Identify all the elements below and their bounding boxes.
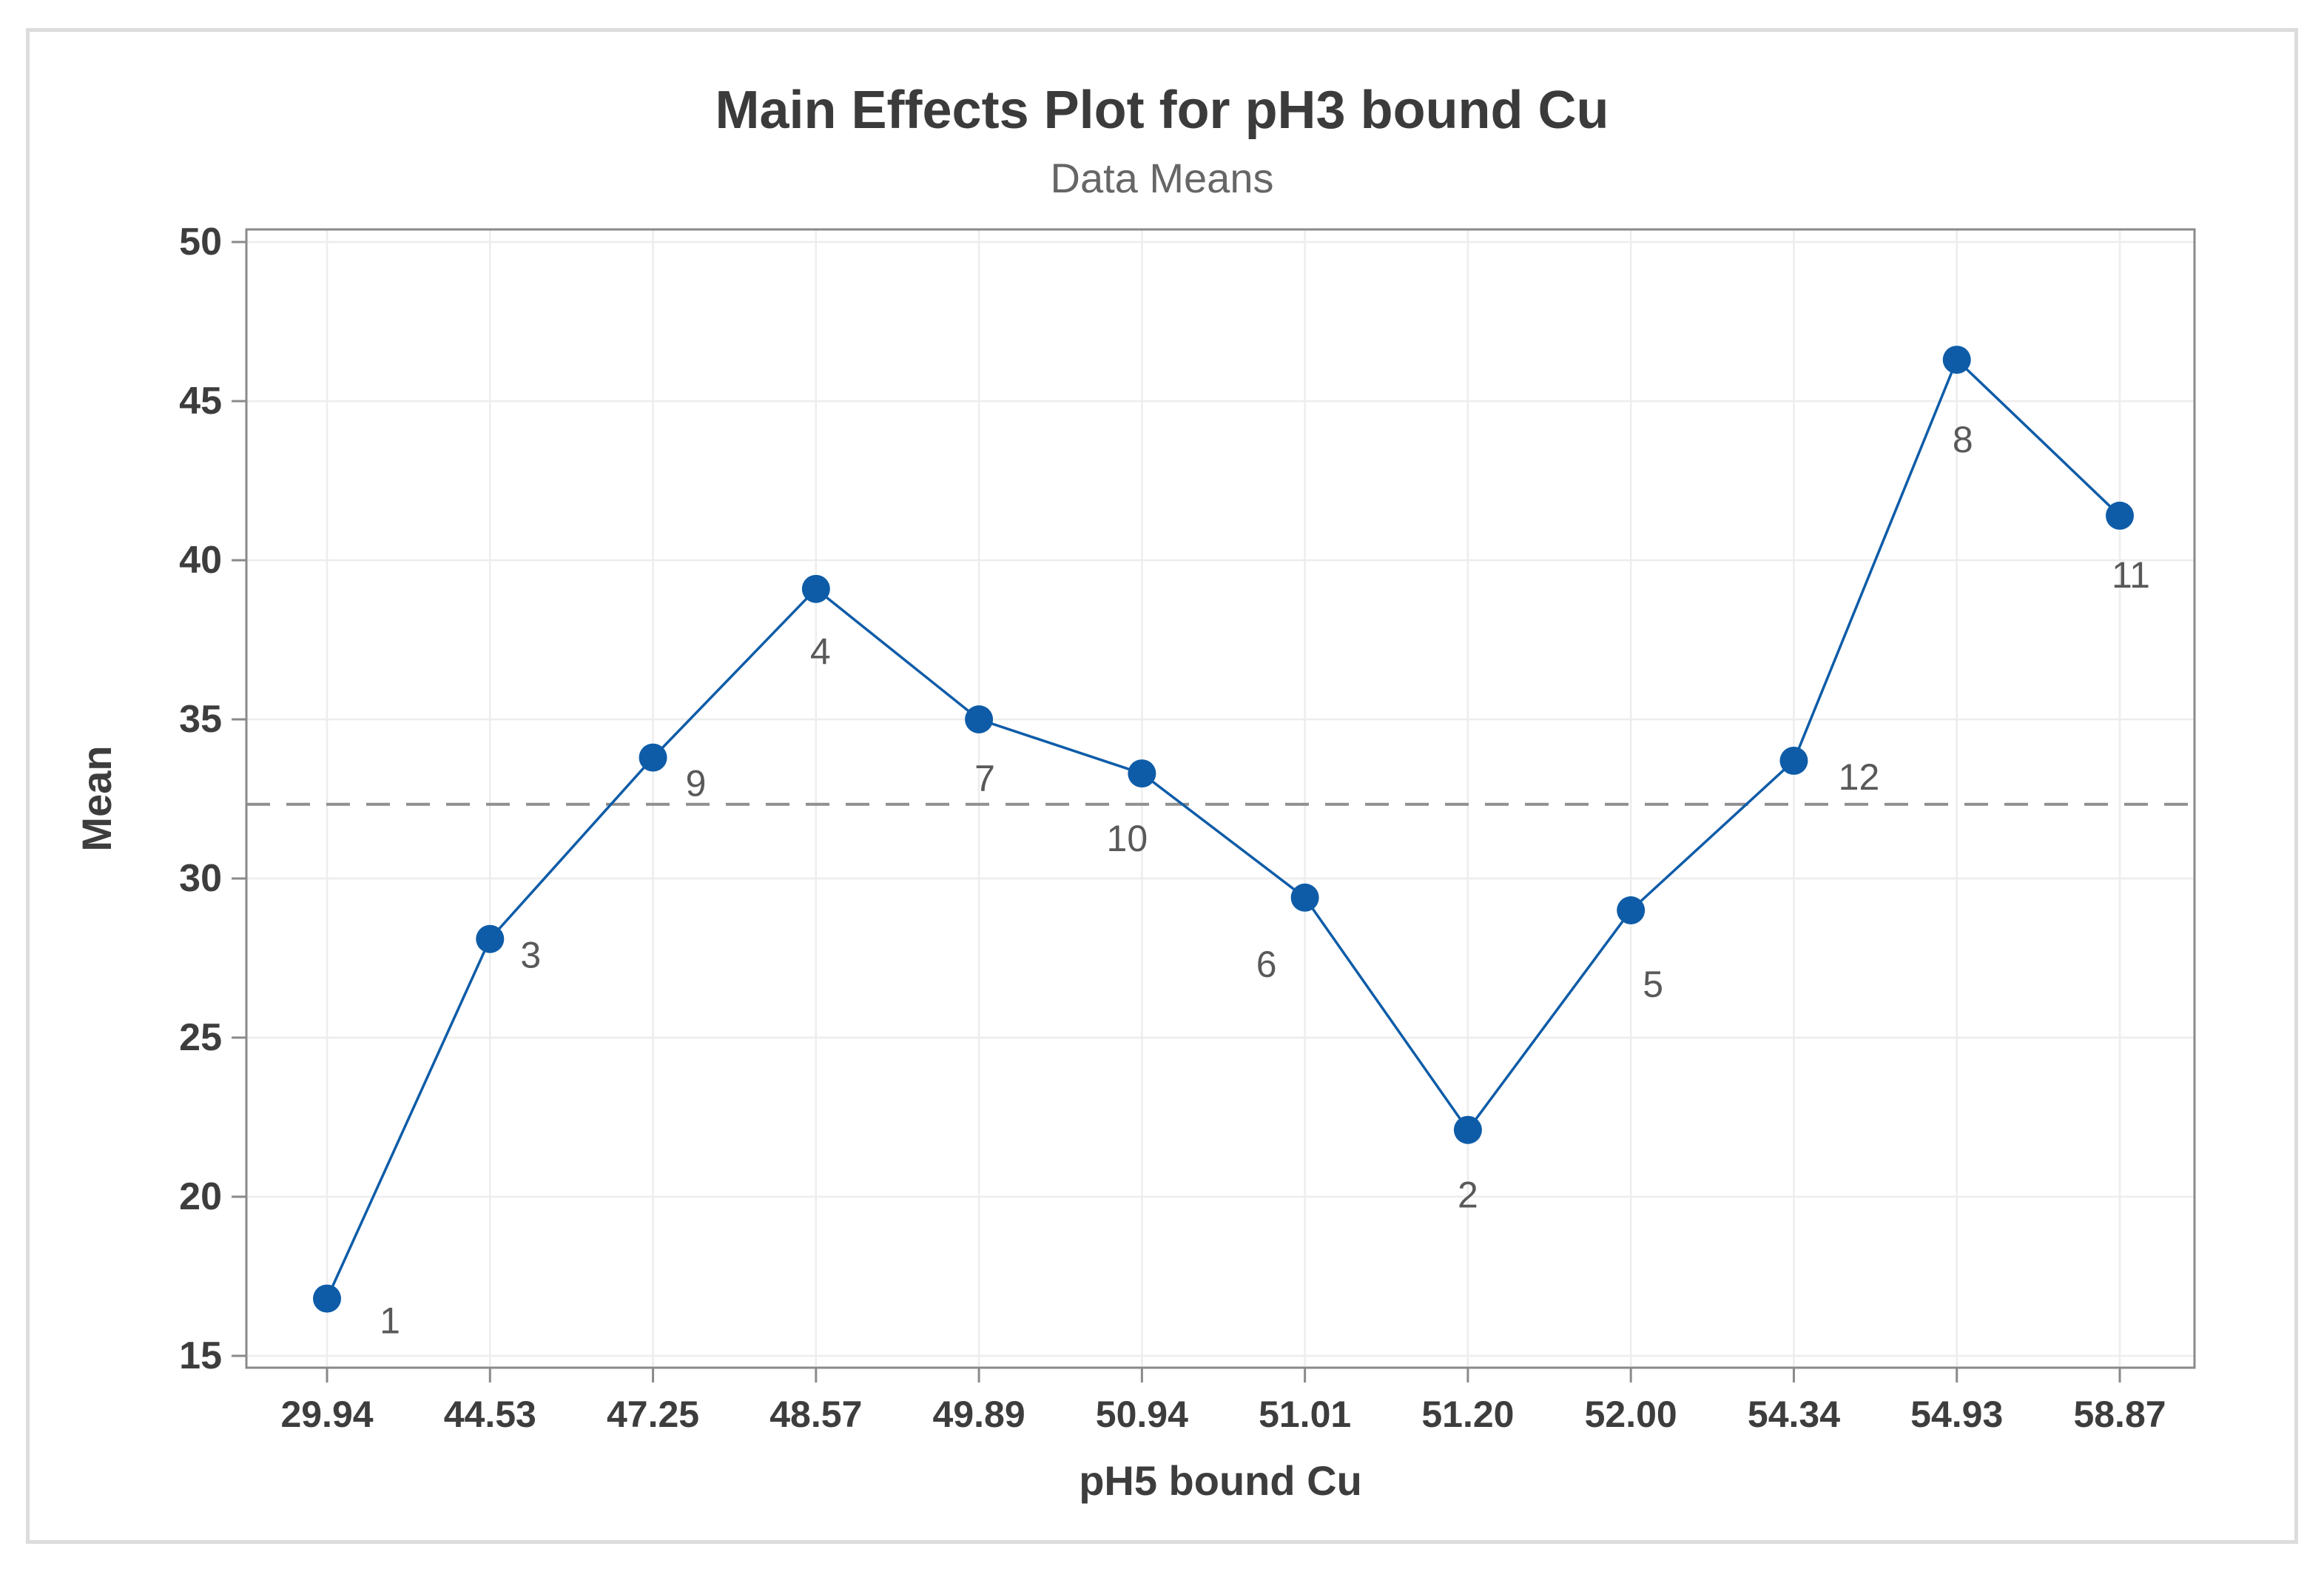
x-tick-label: 47.25 bbox=[607, 1394, 699, 1435]
x-tick-label: 54.93 bbox=[1910, 1394, 2003, 1435]
data-point-marker[interactable] bbox=[1290, 883, 1319, 912]
data-point-marker[interactable] bbox=[313, 1284, 341, 1313]
data-point-marker[interactable] bbox=[1942, 346, 1971, 374]
x-tick-label: 58.87 bbox=[2073, 1394, 2166, 1435]
series-line bbox=[326, 357, 2121, 1300]
point-label: 1 bbox=[380, 1300, 400, 1342]
point-label: 10 bbox=[1107, 818, 1148, 859]
data-point-marker[interactable] bbox=[1453, 1115, 1482, 1144]
point-label: 7 bbox=[974, 758, 995, 799]
data-point-marker[interactable] bbox=[1779, 746, 1808, 775]
x-tick-label: 54.34 bbox=[1748, 1394, 1840, 1435]
graph-figure-frame bbox=[26, 28, 2298, 1544]
x-tick-label: 52.00 bbox=[1585, 1394, 1677, 1435]
x-tick-label: 29.94 bbox=[280, 1394, 373, 1435]
point-label: 12 bbox=[1839, 756, 1880, 798]
plot-border bbox=[245, 228, 2196, 1369]
y-tick-label: 15 bbox=[179, 1334, 222, 1377]
point-label: 6 bbox=[1256, 944, 1277, 985]
x-tick-label: 49.89 bbox=[933, 1394, 1025, 1435]
y-tick-label: 35 bbox=[179, 698, 222, 741]
x-tick-label: 44.53 bbox=[444, 1394, 536, 1435]
point-label: 3 bbox=[520, 935, 541, 976]
data-point-marker[interactable] bbox=[639, 743, 667, 772]
y-tick-label: 50 bbox=[179, 221, 222, 263]
x-tick-label: 51.01 bbox=[1259, 1394, 1351, 1435]
x-tick-label: 48.57 bbox=[769, 1394, 862, 1435]
y-axis-title: Mean bbox=[73, 745, 120, 851]
y-tick-label: 30 bbox=[179, 857, 222, 900]
chart-title: Main Effects Plot for pH3 bound Cu bbox=[715, 81, 1609, 140]
x-tick-label: 51.20 bbox=[1421, 1394, 1514, 1435]
point-label: 11 bbox=[2112, 554, 2150, 596]
data-point-marker[interactable] bbox=[801, 574, 830, 603]
data-point-marker[interactable] bbox=[2106, 501, 2134, 530]
data-point-marker[interactable] bbox=[1128, 759, 1156, 788]
point-label: 5 bbox=[1643, 964, 1663, 1005]
point-label: 8 bbox=[1953, 419, 1973, 460]
point-label: 9 bbox=[686, 763, 707, 804]
y-tick-label: 20 bbox=[179, 1175, 222, 1218]
point-label: 2 bbox=[1458, 1175, 1478, 1216]
x-tick-label: 50.94 bbox=[1096, 1394, 1188, 1435]
chart-subtitle: Data Means bbox=[1050, 155, 1274, 201]
data-point-marker[interactable] bbox=[1617, 896, 1646, 924]
data-point-marker[interactable] bbox=[476, 924, 505, 953]
y-tick-label: 25 bbox=[179, 1016, 222, 1059]
y-tick-label: 40 bbox=[179, 539, 222, 582]
y-tick-label: 45 bbox=[179, 380, 222, 423]
data-point-marker[interactable] bbox=[965, 705, 994, 733]
point-label: 4 bbox=[810, 631, 831, 673]
x-axis-title: pH5 bound Cu bbox=[1079, 1457, 1362, 1504]
